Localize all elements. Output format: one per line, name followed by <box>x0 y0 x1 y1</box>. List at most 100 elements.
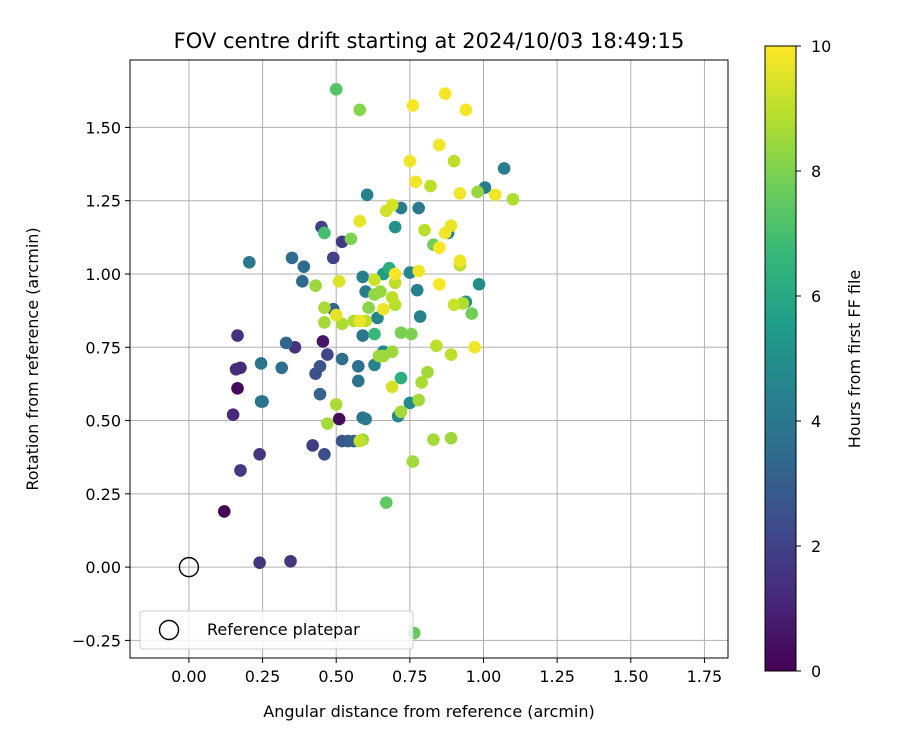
scatter-point <box>243 255 256 269</box>
y-tick-label: 0.50 <box>85 412 121 431</box>
scatter-point <box>394 326 408 339</box>
colorbar-frame <box>764 45 797 672</box>
scatter-point <box>332 275 346 288</box>
scatter-point <box>471 185 484 199</box>
scatter-point <box>406 99 420 112</box>
scatter-point <box>405 327 418 341</box>
scatter-point <box>231 382 244 395</box>
scatter-point <box>418 223 431 237</box>
colorbar-tick-label: 2 <box>811 537 821 556</box>
x-tick-label: 0.00 <box>171 667 207 686</box>
x-tick-label: 1.00 <box>466 667 502 686</box>
scatter-point <box>284 554 297 568</box>
y-tick-label: 0.75 <box>85 338 121 357</box>
y-tick-label: 1.50 <box>85 118 121 137</box>
scatter-point <box>385 345 399 358</box>
x-tick-label: 1.25 <box>539 667 575 686</box>
colorbar-label: Hours from first FF file <box>845 270 864 449</box>
scatter-point <box>344 232 358 246</box>
scatter-point <box>374 285 387 298</box>
legend-box <box>139 610 414 650</box>
scatter-point <box>352 360 365 373</box>
scatter-point <box>403 154 417 168</box>
colorbar-tick-label: 6 <box>811 287 821 306</box>
x-axis: 0.00 0.25 0.50 0.75 1.00 1.25 1.50 1.75 <box>171 658 722 686</box>
scatter-point <box>497 162 511 175</box>
scatter-point <box>318 316 331 329</box>
scatter-point <box>453 187 467 200</box>
scatter-point <box>356 270 370 284</box>
scatter-point <box>297 260 311 273</box>
colorbar-ticks: 0 2 4 6 8 10 <box>796 37 831 681</box>
y-tick-label: −0.25 <box>72 631 121 650</box>
colorbar-tick-label: 4 <box>811 412 821 431</box>
scatter-point <box>453 254 467 268</box>
scatter-point <box>379 496 393 509</box>
scatter-point <box>318 301 331 315</box>
scatter-point <box>444 348 458 361</box>
scatter-point <box>313 360 327 373</box>
scatter-point <box>388 220 402 234</box>
colorbar-tick-label: 10 <box>811 37 831 56</box>
y-axis-label: Rotation from reference (arcmin) <box>23 227 42 490</box>
scatter-point <box>254 357 268 370</box>
y-tick-label: 0.00 <box>85 558 121 577</box>
plot-frame <box>129 59 729 659</box>
scatter-point <box>421 365 434 379</box>
scatter-point <box>321 417 334 430</box>
scatter-point <box>253 447 266 461</box>
x-tick-label: 1.50 <box>613 667 649 686</box>
scatter-point <box>279 336 293 350</box>
colorbar: 0 2 4 6 8 10 Hours from first FF file <box>764 37 864 681</box>
reference-platepar-marker <box>178 556 200 578</box>
scatter-point <box>329 308 343 322</box>
scatter-point <box>412 264 425 278</box>
scatter-point <box>356 329 370 342</box>
scatter-point <box>326 251 340 265</box>
scatter-point <box>377 302 390 316</box>
scatter-point <box>388 276 402 290</box>
colorbar-gradient <box>765 46 796 671</box>
scatter-point <box>256 395 269 408</box>
scatter-point <box>438 87 452 101</box>
scatter-point <box>410 283 424 297</box>
scatter-point <box>444 431 458 445</box>
scatter-point <box>406 455 420 468</box>
scatter-point <box>433 138 446 152</box>
scatter-point <box>234 361 247 375</box>
scatter-point <box>447 154 461 168</box>
scatter-point <box>231 329 244 342</box>
x-tick-label: 0.75 <box>392 667 428 686</box>
x-tick-label: 0.25 <box>245 667 281 686</box>
scatter-point <box>433 241 446 254</box>
scatter-point <box>285 251 299 265</box>
chart-title: FOV centre drift starting at 2024/10/03 … <box>174 29 685 53</box>
scatter-point <box>444 219 458 232</box>
scatter-point <box>385 198 399 212</box>
reference-point-layer <box>178 556 200 578</box>
scatter-point <box>253 556 266 570</box>
scatter-point <box>465 307 479 320</box>
scatter-point <box>329 83 343 96</box>
colorbar-tick-label: 0 <box>811 662 821 681</box>
legend-label: Reference platepar <box>207 620 360 639</box>
scatter-point <box>353 434 367 448</box>
scatter-point <box>362 301 375 315</box>
scatter-point <box>413 310 427 323</box>
scatter-point <box>468 340 481 354</box>
scatter-point <box>318 447 331 461</box>
scatter-point <box>394 371 408 385</box>
scatter-point <box>368 273 381 287</box>
scatter-point <box>385 380 399 394</box>
scatter-point <box>329 398 343 411</box>
scatter-point <box>309 279 322 293</box>
scatter-point <box>352 374 365 388</box>
scatter-point <box>385 291 399 304</box>
scatter-point <box>388 267 402 281</box>
legend: Reference platepar <box>139 610 414 650</box>
x-tick-label: 1.75 <box>687 667 723 686</box>
scatter-point <box>234 464 247 477</box>
x-tick-label: 0.50 <box>318 667 354 686</box>
colorbar-tick-label: 8 <box>811 162 821 181</box>
scatter-point <box>412 393 425 407</box>
